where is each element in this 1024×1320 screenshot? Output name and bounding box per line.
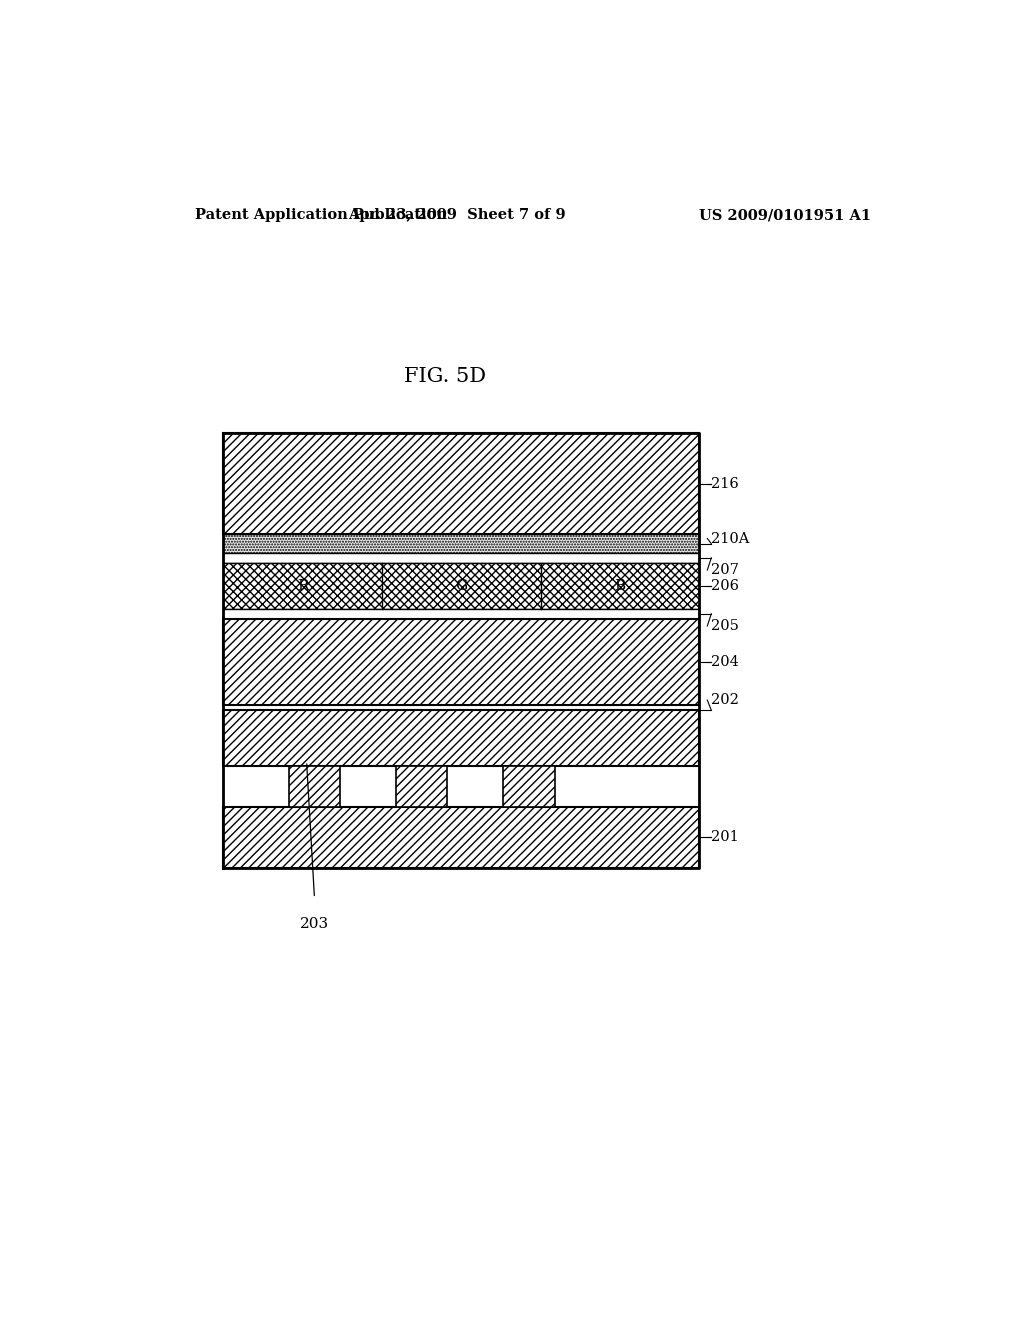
- Bar: [223, 553, 699, 562]
- Text: US 2009/0101951 A1: US 2009/0101951 A1: [699, 209, 871, 222]
- Text: 201: 201: [712, 830, 739, 845]
- Bar: [396, 766, 447, 807]
- Text: 202: 202: [712, 693, 739, 708]
- Bar: [289, 766, 340, 807]
- Text: G: G: [456, 578, 467, 593]
- Bar: [223, 710, 699, 766]
- Text: 210A: 210A: [712, 532, 750, 545]
- Text: FIG. 5D: FIG. 5D: [404, 367, 486, 387]
- Bar: [223, 535, 699, 553]
- Text: 203: 203: [300, 917, 329, 931]
- Text: 205: 205: [712, 619, 739, 634]
- Text: 206: 206: [712, 578, 739, 593]
- Text: 216: 216: [712, 477, 739, 491]
- Bar: [503, 766, 555, 807]
- Text: 204: 204: [712, 655, 739, 669]
- Text: B: B: [614, 578, 626, 593]
- Bar: [223, 562, 699, 609]
- Bar: [223, 619, 699, 705]
- Text: 207: 207: [712, 564, 739, 577]
- Bar: [223, 807, 699, 867]
- Text: Patent Application Publication: Patent Application Publication: [196, 209, 447, 222]
- Text: R: R: [297, 578, 308, 593]
- Bar: [223, 433, 699, 535]
- Text: Apr. 23, 2009  Sheet 7 of 9: Apr. 23, 2009 Sheet 7 of 9: [348, 209, 566, 222]
- Bar: [223, 609, 699, 619]
